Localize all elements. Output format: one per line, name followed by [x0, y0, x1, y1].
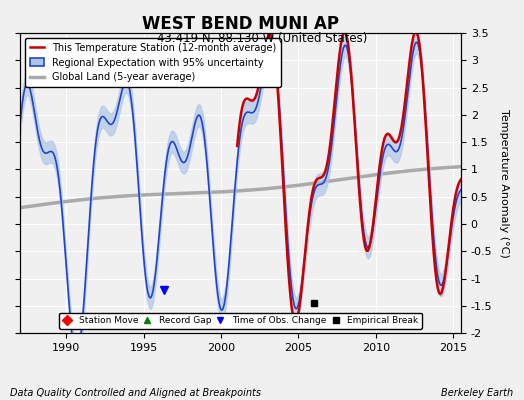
- Y-axis label: Temperature Anomaly (°C): Temperature Anomaly (°C): [499, 109, 509, 258]
- Legend: Station Move, Record Gap, Time of Obs. Change, Empirical Break: Station Move, Record Gap, Time of Obs. C…: [59, 312, 422, 329]
- Text: 43.419 N, 88.130 W (United States): 43.419 N, 88.130 W (United States): [157, 32, 367, 45]
- Text: Data Quality Controlled and Aligned at Breakpoints: Data Quality Controlled and Aligned at B…: [10, 388, 261, 398]
- Text: Berkeley Earth: Berkeley Earth: [441, 388, 514, 398]
- Title: WEST BEND MUNI AP: WEST BEND MUNI AP: [142, 15, 339, 33]
